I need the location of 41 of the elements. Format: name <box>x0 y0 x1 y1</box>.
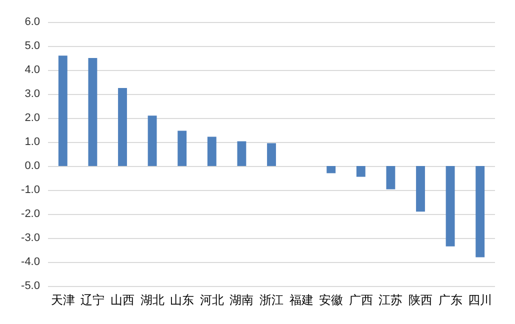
x-tick-label: 河北 <box>200 293 224 307</box>
x-tick-label: 四川 <box>468 293 492 307</box>
x-tick-label: 浙江 <box>260 293 284 307</box>
bar <box>386 166 396 190</box>
bar <box>178 130 187 166</box>
bar <box>416 166 425 212</box>
y-tick-label: -2.0 <box>21 208 40 220</box>
x-tick-label: 湖南 <box>230 293 254 307</box>
y-tick-label: 2.0 <box>24 112 40 124</box>
x-tick-label: 广东 <box>438 293 462 307</box>
y-tick-label: 5.0 <box>24 40 40 52</box>
x-tick-label: 山西 <box>110 293 134 307</box>
bar <box>118 88 127 166</box>
y-tick-label: -4.0 <box>21 256 40 268</box>
bar <box>267 143 276 166</box>
y-tick-label: 0.0 <box>24 160 40 172</box>
x-tick-label: 湖北 <box>140 293 164 307</box>
y-tick-label: 6.0 <box>24 16 40 28</box>
bar <box>476 166 485 258</box>
bar <box>58 56 68 166</box>
x-tick-label: 福建 <box>289 293 314 307</box>
bar <box>356 166 366 177</box>
y-tick-label: -5.0 <box>21 280 40 292</box>
x-tick-label: 江苏 <box>378 293 403 307</box>
y-tick-label: -1.0 <box>21 184 40 196</box>
x-tick-label: 辽宁 <box>80 293 105 307</box>
y-tick-label: -3.0 <box>21 232 40 244</box>
bar <box>326 166 336 174</box>
x-tick-label: 陕西 <box>408 293 432 307</box>
bar <box>88 58 98 166</box>
x-tick-label: 天津 <box>50 293 75 307</box>
bar <box>148 116 157 166</box>
x-tick-label: 安徽 <box>319 293 344 307</box>
y-tick-label: 4.0 <box>24 64 40 76</box>
bar <box>207 136 216 166</box>
bar <box>237 141 246 166</box>
x-tick-label: 广西 <box>348 293 373 307</box>
x-tick-label: 山东 <box>170 293 194 307</box>
y-tick-label: 1.0 <box>24 136 40 148</box>
y-tick-label: 3.0 <box>24 88 40 100</box>
bar <box>446 166 455 246</box>
